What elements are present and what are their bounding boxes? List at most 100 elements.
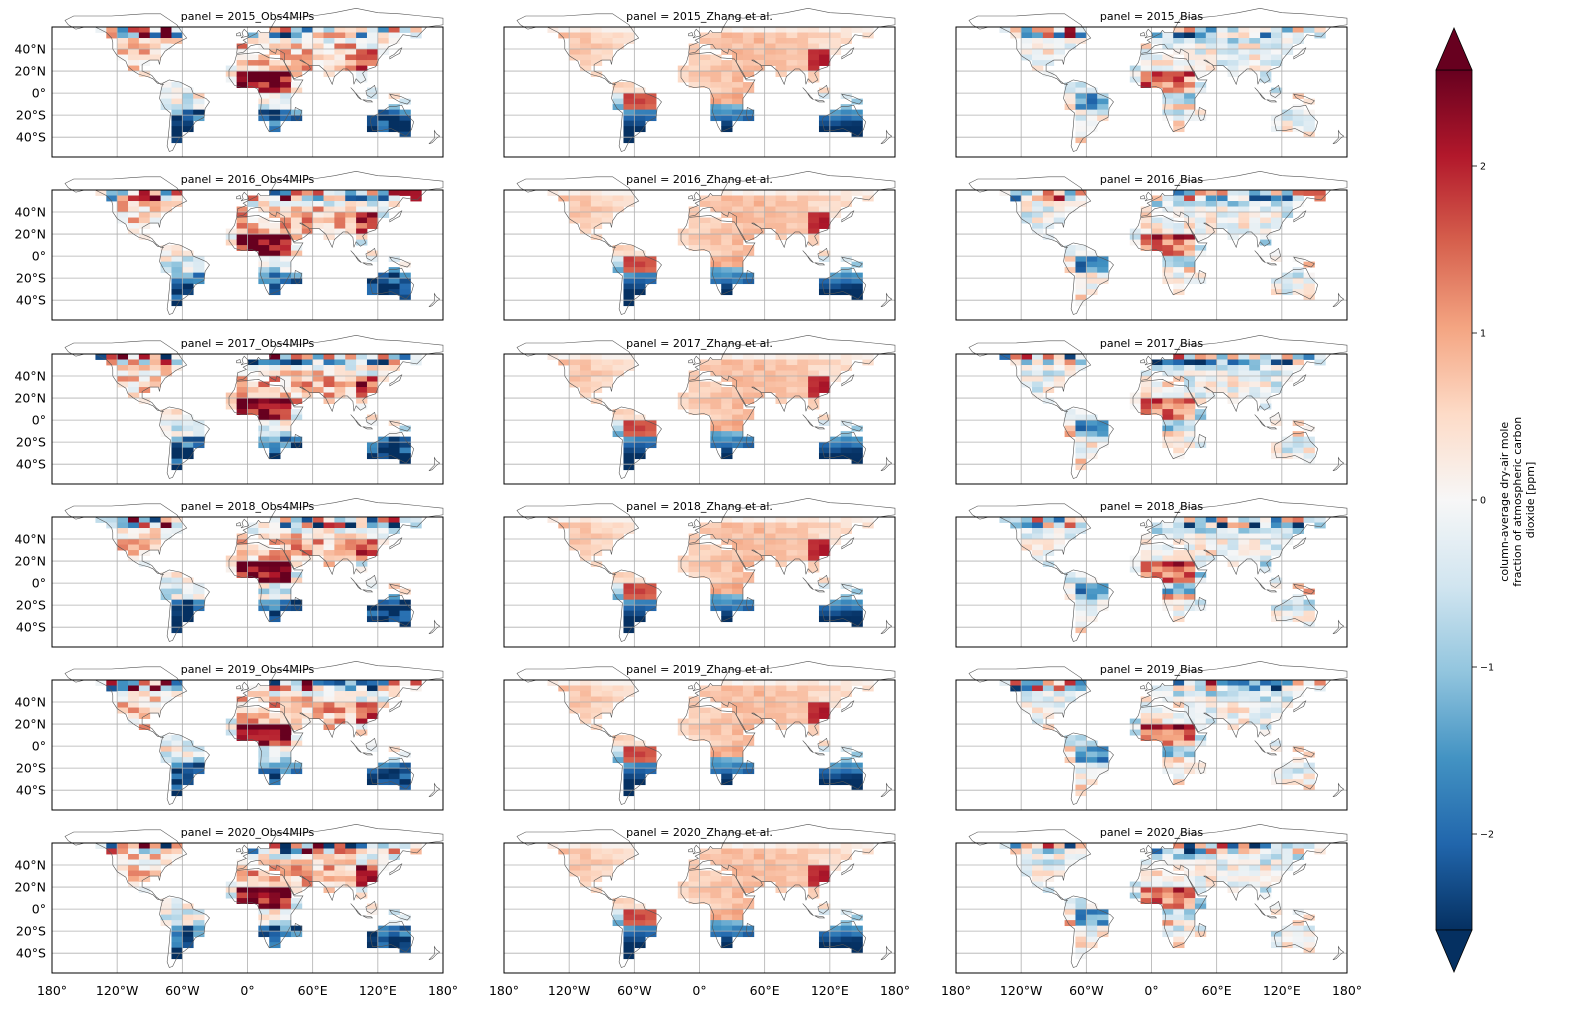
data-cell: [1303, 453, 1315, 460]
data-cell: [399, 779, 411, 786]
data-cell: [1205, 359, 1218, 366]
data-cell: [742, 442, 755, 449]
data-cell: [623, 953, 635, 960]
data-cell: [721, 881, 733, 888]
data-cell: [280, 115, 292, 122]
data-cell: [569, 195, 581, 202]
data-cell: [290, 931, 303, 938]
data-cell: [1086, 261, 1098, 268]
data-cell: [590, 854, 603, 860]
data-cell: [356, 234, 368, 240]
data-cell: [623, 517, 635, 523]
data-cell: [775, 65, 787, 72]
data-cell: [1194, 278, 1207, 285]
data-cell: [688, 82, 700, 88]
data-cell: [1151, 365, 1163, 371]
data-cell: [1053, 843, 1066, 849]
data-cell: [1097, 261, 1109, 268]
data-cell: [1194, 572, 1207, 578]
data-cell: [193, 909, 205, 916]
coastline: [516, 13, 640, 85]
coastline: [389, 47, 403, 60]
data-cell: [1162, 414, 1174, 421]
data-cell: [1064, 751, 1076, 758]
coastline: [350, 87, 362, 100]
data-cell: [840, 420, 852, 427]
map-panel: panel = 2020_Zhang et al.180° 120°W 60°W 0°…: [489, 823, 910, 998]
data-cell: [1042, 376, 1055, 382]
coastline: [428, 619, 441, 635]
data-cells: [95, 843, 422, 960]
data-cell: [1151, 201, 1163, 207]
data-cell: [1281, 533, 1294, 540]
coastline: [611, 242, 662, 315]
data-cell: [117, 201, 129, 207]
data-cell: [1281, 859, 1294, 866]
data-cell: [732, 403, 744, 410]
data-cell: [301, 54, 314, 61]
data-cell: [1151, 566, 1163, 573]
data-cell: [1151, 555, 1163, 562]
data-cell: [1227, 65, 1239, 72]
data-cell: [612, 267, 624, 274]
data-cell: [1086, 610, 1098, 617]
coastline: [369, 104, 415, 137]
data-cell: [366, 381, 379, 388]
coastline: [1293, 256, 1315, 268]
data-cell: [334, 533, 346, 540]
data-cell: [366, 370, 379, 377]
data-cell: [623, 261, 635, 268]
data-cell: [721, 729, 733, 736]
data-cell: [829, 539, 842, 545]
data-cell: [688, 707, 700, 714]
data-cell: [840, 599, 852, 606]
data-cell: [1270, 696, 1283, 703]
data-cell: [569, 381, 581, 388]
data-cell: [1042, 539, 1055, 545]
data-cell: [580, 854, 592, 860]
data-cell: [269, 354, 281, 360]
data-cell: [1270, 278, 1283, 285]
data-cell: [1021, 680, 1033, 686]
lat-tick-label: 20°N: [14, 717, 46, 732]
data-cell: [312, 206, 324, 213]
data-cell: [1270, 779, 1283, 786]
data-cell: [1270, 680, 1283, 686]
data-cell: [1205, 201, 1218, 207]
data-cell: [388, 757, 400, 764]
data-cell: [160, 250, 172, 257]
data-cell: [1194, 854, 1207, 860]
data-cell: [1151, 691, 1163, 697]
data-cell: [312, 539, 324, 545]
data-cell: [1184, 539, 1196, 545]
map-panel: panel = 2019_Zhang et al.: [503, 660, 896, 811]
data-cell: [688, 239, 700, 246]
data-cell: [1303, 751, 1315, 758]
data-cell: [269, 533, 281, 540]
data-cell: [182, 431, 194, 438]
data-cell: [1140, 409, 1152, 415]
data-cell: [280, 49, 292, 55]
data-cell: [840, 365, 852, 371]
data-cell: [128, 696, 140, 703]
data-cell: [1249, 843, 1261, 849]
data-cell: [612, 104, 624, 111]
data-cell: [269, 425, 281, 432]
data-cell: [1173, 610, 1185, 617]
data-cell: [732, 261, 744, 268]
data-cell: [280, 735, 292, 741]
lon-tick-label: 180°: [37, 983, 67, 998]
data-cell: [732, 359, 744, 366]
data-cell: [1042, 354, 1055, 360]
data-cell: [829, 354, 842, 360]
data-cell: [808, 561, 820, 567]
data-cell: [1227, 555, 1239, 562]
data-cell: [399, 605, 411, 612]
data-cell: [808, 691, 820, 697]
data-cell: [797, 392, 809, 399]
data-cell: [1260, 223, 1272, 229]
data-cell: [1064, 27, 1076, 33]
data-cell: [1184, 420, 1196, 427]
data-cell: [742, 54, 755, 61]
data-cell: [160, 370, 172, 377]
